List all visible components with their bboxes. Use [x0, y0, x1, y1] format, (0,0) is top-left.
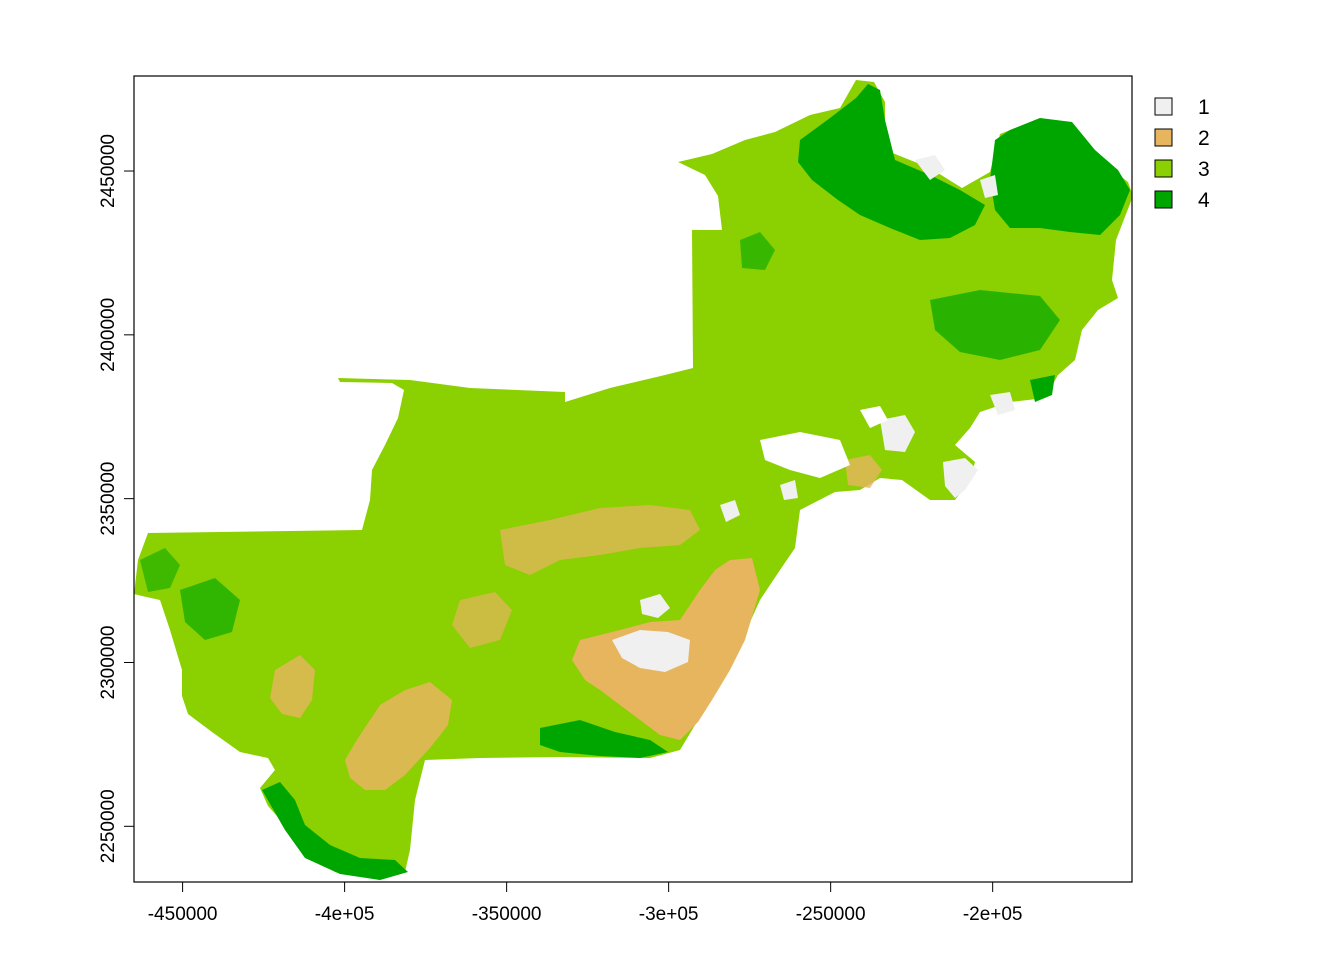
raster-layer: [134, 80, 1132, 880]
y-tick-label: 2300000: [98, 625, 119, 699]
region-class-1-patch: [640, 594, 670, 618]
y-tick-label: 2350000: [98, 462, 119, 536]
region-class-4-cluster: [740, 232, 775, 270]
region-class-4-west: [180, 578, 240, 640]
region-class-4-ring: [1030, 375, 1055, 402]
x-tick-label: -4e+05: [315, 904, 375, 925]
region-class-3: [134, 80, 1132, 880]
nodata-hole-2: [860, 406, 888, 428]
region-class-4-southwest: [262, 782, 408, 880]
region-class-1-northeast: [980, 175, 998, 198]
nodata-hole-1: [760, 432, 850, 478]
region-class-4-southeast: [540, 720, 668, 758]
legend-swatch: [1154, 159, 1173, 178]
region-class-1-pocket: [780, 480, 798, 500]
legend-label: 4: [1198, 189, 1210, 212]
region-class-4-north: [798, 84, 985, 240]
region-class-2-central: [500, 505, 700, 575]
region-class-2-mid: [345, 682, 452, 790]
region-class-2-patch: [452, 592, 512, 648]
plot-frame: [133, 75, 1133, 883]
y-tick-label: 2250000: [98, 789, 119, 863]
x-tick-label: -3e+05: [639, 904, 699, 925]
region-class-1-east3: [990, 392, 1015, 415]
region-class-1-north: [915, 155, 945, 180]
region-class-1-mid: [720, 500, 740, 522]
region-class-1-east2: [943, 458, 978, 498]
y-axis: 2250000 2300000 2350000 2400000 2450000: [98, 134, 134, 863]
y-tick-label: 2400000: [98, 298, 119, 372]
legend: 1 2 3 4: [1154, 96, 1210, 212]
region-class-1-east1: [880, 415, 915, 452]
region-class-4-east: [930, 290, 1060, 360]
x-tick-label: -250000: [796, 904, 866, 925]
legend-label: 2: [1198, 127, 1210, 150]
x-axis: -450000 -4e+05 -350000 -3e+05 -250000 -2e+05: [148, 882, 1023, 925]
x-tick-label: -350000: [472, 904, 542, 925]
region-class-4-northeast: [990, 118, 1130, 235]
y-tick-label: 2450000: [98, 134, 119, 208]
legend-swatch: [1154, 97, 1173, 116]
region-class-2-east: [845, 455, 882, 488]
legend-label: 1: [1198, 96, 1210, 119]
x-tick-label: -450000: [148, 904, 218, 925]
legend-swatch: [1154, 190, 1173, 209]
legend-label: 3: [1198, 158, 1210, 181]
region-class-1-south: [612, 630, 690, 672]
region-class-2-west: [270, 655, 315, 718]
x-tick-label: -2e+05: [963, 904, 1023, 925]
region-class-4-west2: [140, 548, 180, 592]
legend-swatch: [1154, 128, 1173, 147]
